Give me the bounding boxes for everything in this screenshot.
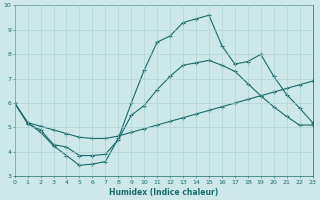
X-axis label: Humidex (Indice chaleur): Humidex (Indice chaleur) <box>109 188 218 197</box>
